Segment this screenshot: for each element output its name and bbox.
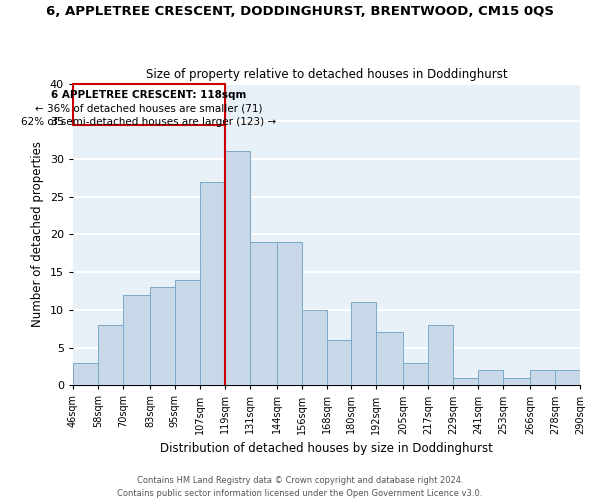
Text: 6 APPLETREE CRESCENT: 118sqm: 6 APPLETREE CRESCENT: 118sqm [51,90,247,100]
Text: Contains HM Land Registry data © Crown copyright and database right 2024.
Contai: Contains HM Land Registry data © Crown c… [118,476,482,498]
Title: Size of property relative to detached houses in Doddinghurst: Size of property relative to detached ho… [146,68,508,81]
Bar [555,370,580,386]
Bar [123,295,150,386]
X-axis label: Distribution of detached houses by size in Doddinghurst: Distribution of detached houses by size … [160,442,493,455]
Bar [478,370,503,386]
Text: 62% of semi-detached houses are larger (123) →: 62% of semi-detached houses are larger (… [21,118,277,128]
Bar [302,310,326,386]
Bar [224,152,250,386]
Bar [250,242,277,386]
Text: ← 36% of detached houses are smaller (71): ← 36% of detached houses are smaller (71… [35,104,263,114]
Bar [98,325,123,386]
Bar [376,332,403,386]
Bar [73,84,224,125]
Bar [503,378,530,386]
Bar [453,378,478,386]
Bar [277,242,302,386]
Bar [352,302,376,386]
Bar [73,362,98,386]
Bar [428,325,453,386]
Bar [530,370,555,386]
Text: 6, APPLETREE CRESCENT, DODDINGHURST, BRENTWOOD, CM15 0QS: 6, APPLETREE CRESCENT, DODDINGHURST, BRE… [46,5,554,18]
Y-axis label: Number of detached properties: Number of detached properties [31,142,44,328]
Bar [150,287,175,386]
Bar [326,340,352,386]
Bar [200,182,224,386]
Bar [175,280,200,386]
Bar [403,362,428,386]
